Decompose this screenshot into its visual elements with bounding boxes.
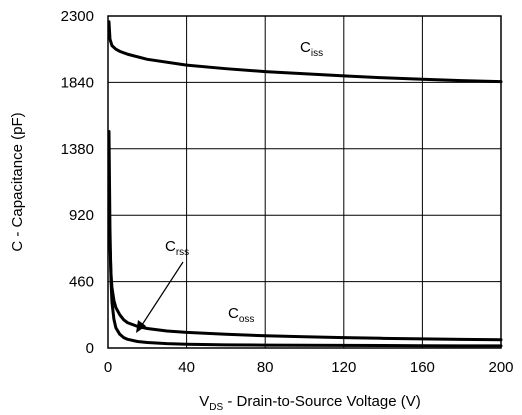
curve-layer — [107, 20, 503, 348]
y-axis-label: C - Capacitance (pF) — [9, 112, 26, 251]
x-tick-label: 40 — [178, 359, 195, 376]
x-tick-label: 200 — [488, 359, 513, 376]
plot-frame — [107, 15, 502, 349]
y-tick-label: 2300 — [61, 8, 94, 25]
x-tick-label: 80 — [257, 359, 274, 376]
y-tick-label: 0 — [86, 340, 94, 357]
y-tick-label: 460 — [69, 274, 94, 291]
x-tick-label: 0 — [104, 359, 112, 376]
y-tick-label: 1840 — [61, 74, 94, 91]
grid-layer — [107, 15, 502, 349]
crss-arrow — [136, 261, 184, 333]
x-axis-label: VDS - Drain-to-Source Voltage (V) — [199, 393, 421, 413]
y-tick-label: 920 — [69, 207, 94, 224]
series-line-crss — [107, 129, 503, 348]
tick-labels: 0 40 80 120 160 200 0 460 920 1380 1840 2300 — [61, 8, 514, 376]
x-tick-label: 120 — [331, 359, 356, 376]
series-line-coss — [107, 202, 503, 342]
y-tick-label: 1380 — [61, 141, 94, 158]
series-label-ciss: Ciss — [300, 39, 323, 59]
x-tick-label: 160 — [410, 359, 435, 376]
series-label-coss: Coss — [228, 305, 254, 325]
series-label-crss: Crss — [165, 238, 189, 258]
series-line-ciss — [107, 20, 503, 84]
